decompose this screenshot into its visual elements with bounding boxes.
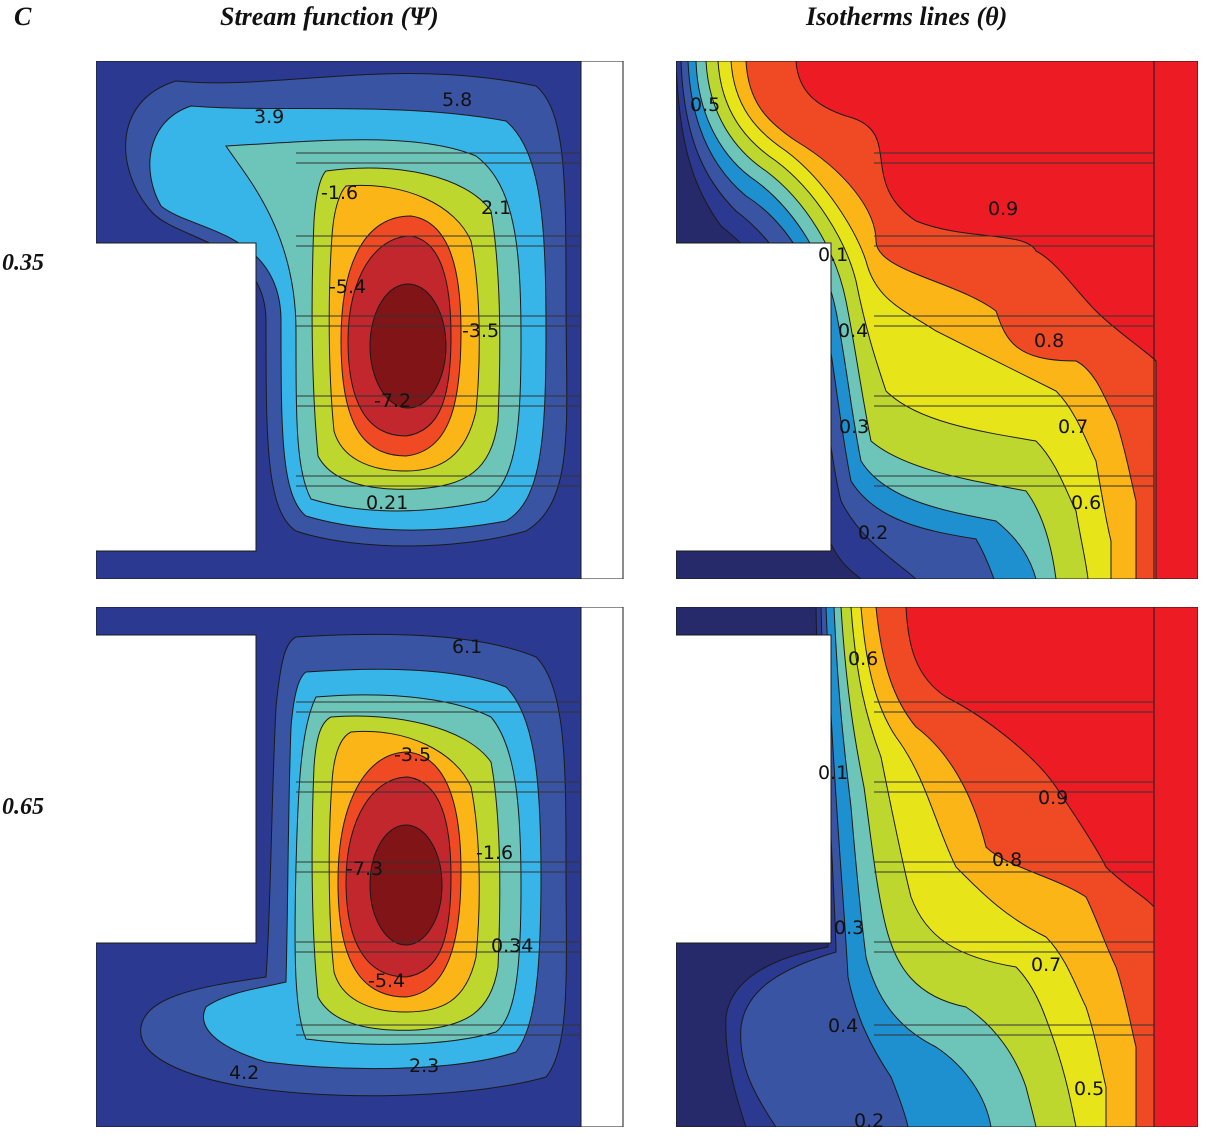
contour-label: 0.2	[854, 1110, 884, 1127]
corner-label: C	[14, 2, 32, 31]
contour-label: -3.5	[394, 744, 431, 766]
contour-label: -7.2	[374, 390, 411, 412]
contour-label: -5.4	[368, 970, 405, 992]
contour-label: 5.8	[442, 89, 472, 111]
isotherm-panel-2: 0.6 0.1 0.9 0.8 0.3 0.7 0.4 0.5 0.2	[676, 607, 1198, 1127]
contour-label: 0.9	[1038, 787, 1068, 809]
contour-label: 0.34	[491, 935, 533, 957]
contour-label: 0.1	[818, 762, 848, 784]
isotherm-header: Isotherms lines (θ)	[806, 2, 1008, 31]
contour-label: 4.2	[229, 1062, 259, 1084]
stream-panel-1: 5.8 3.9 2.1 -1.6 -5.4 -3.5 -7.2 0.21	[96, 61, 624, 579]
contour-label: 2.3	[409, 1055, 439, 1077]
contour-label: 0.4	[828, 1015, 858, 1037]
contour-label: 0.2	[858, 522, 888, 544]
contour-label: 2.1	[481, 197, 511, 219]
contour-label: -7.3	[346, 858, 383, 880]
contour-label: 3.9	[254, 106, 284, 128]
contour-label: 0.3	[839, 416, 869, 438]
stream-function-header: Stream function (Ψ)	[220, 2, 439, 31]
contour-label: 0.4	[838, 320, 868, 342]
contour-label: 0.7	[1031, 954, 1061, 976]
contour-label: -1.6	[321, 182, 358, 204]
contour-label: 0.21	[366, 492, 408, 514]
contour-label: 0.9	[988, 198, 1018, 220]
row-label-065: 0.65	[2, 794, 44, 820]
contour-label: 0.7	[1058, 416, 1088, 438]
contour-label: -3.5	[462, 320, 499, 342]
contour-label: 0.5	[690, 94, 720, 116]
contour-label: 6.1	[452, 636, 482, 658]
contour-label: -1.6	[476, 842, 513, 864]
row-label-035: 0.35	[2, 250, 44, 276]
stream-panel-2: 6.1 -3.5 -1.6 -7.3 0.34 -5.4 4.2 2.3	[96, 607, 624, 1127]
contour-label: -5.4	[329, 276, 366, 298]
contour-label: 0.1	[818, 244, 848, 266]
contour-label: 0.6	[848, 648, 878, 670]
contour-label: 0.8	[1034, 330, 1064, 352]
contour-label: 0.6	[1071, 492, 1101, 514]
contour-label: 0.5	[1074, 1078, 1104, 1100]
contour-label: 0.8	[992, 849, 1022, 871]
isotherm-panel-1: 0.5 0.9 0.1 0.4 0.8 0.3 0.7 0.6 0.2	[676, 61, 1198, 579]
contour-label: 0.3	[834, 917, 864, 939]
